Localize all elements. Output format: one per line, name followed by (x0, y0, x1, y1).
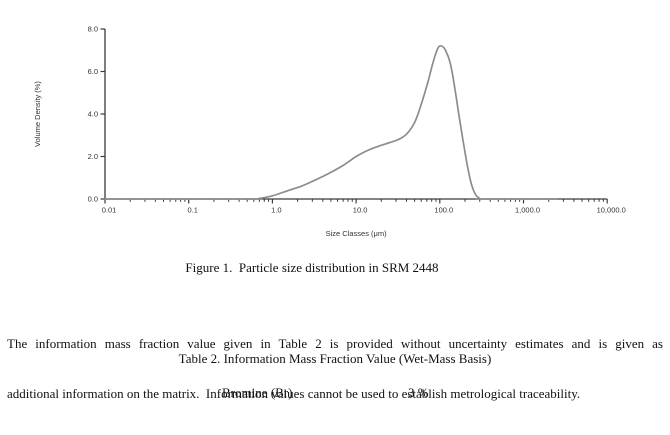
y-axis-tick-label: 6.0 (88, 67, 98, 76)
x-axis-tick-label: 1,000.0 (515, 206, 540, 215)
table-caption: Table 2. Information Mass Fraction Value… (178, 351, 492, 366)
chart-axes (104, 29, 608, 200)
paragraph-line-2: additional information on the matrix. In… (7, 385, 581, 401)
paragraph-line-1: The information mass fraction value give… (7, 336, 663, 351)
x-axis-title: Size Classes (μm) (326, 229, 387, 238)
x-axis-tick-label: 0.01 (102, 206, 117, 215)
y-axis-tick-label: 4.0 (88, 110, 98, 119)
table-cell-analyte: Bromine (Br) (222, 385, 293, 400)
volume-density-curve (104, 44, 558, 200)
y-axis-tick-label: 2.0 (88, 152, 98, 161)
y-axis-tick-label: 0.0 (88, 195, 98, 204)
y-axis-title: Volume Density (%) (33, 81, 42, 147)
x-axis-tick-label: 100.0 (434, 206, 453, 215)
document-page: 0.0 2.0 4.0 6.0 8.0 0.01 0.1 1.0 10.0 100.0 1,000.… (7, 24, 663, 401)
x-axis-tick-label: 10,000.0 (597, 206, 626, 215)
y-axis-tick-label: 8.0 (88, 25, 98, 34)
figure-1-chart: 0.0 2.0 4.0 6.0 8.0 0.01 0.1 1.0 10.0 100.0 1,000.… (33, 25, 626, 239)
figure-caption: Figure 1. Particle size distribution in … (185, 260, 439, 275)
x-axis-tick-label: 10.0 (353, 206, 368, 215)
table-cell-value: 3 % (408, 385, 429, 400)
x-axis-tick-label: 1.0 (271, 206, 281, 215)
x-axis-tick-label: 0.1 (187, 206, 197, 215)
body-paragraph: The information mass fraction value give… (7, 303, 663, 435)
particle-size-chart-svg: 0.0 2.0 4.0 6.0 8.0 0.01 0.1 1.0 10.0 100.0 1,000.… (33, 25, 626, 239)
